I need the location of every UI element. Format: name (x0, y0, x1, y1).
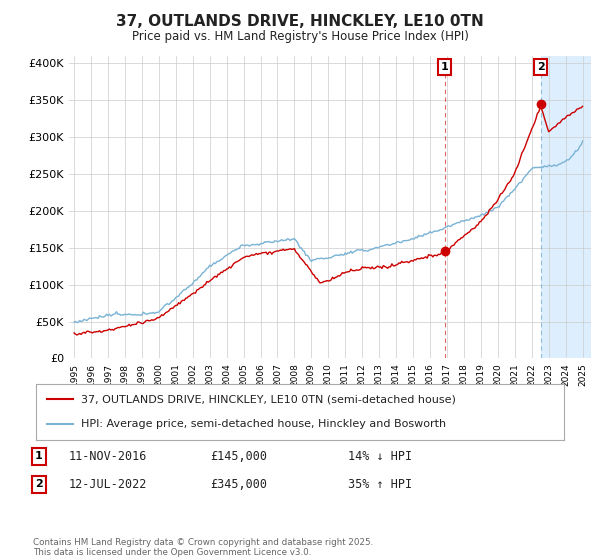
Text: 11-NOV-2016: 11-NOV-2016 (69, 450, 148, 463)
Text: 1: 1 (35, 451, 43, 461)
Text: Price paid vs. HM Land Registry's House Price Index (HPI): Price paid vs. HM Land Registry's House … (131, 30, 469, 43)
Text: Contains HM Land Registry data © Crown copyright and database right 2025.
This d: Contains HM Land Registry data © Crown c… (33, 538, 373, 557)
Bar (541, 56, 591, 358)
Text: 2: 2 (537, 62, 545, 72)
Text: 1: 1 (441, 62, 449, 72)
Text: 37, OUTLANDS DRIVE, HINCKLEY, LE10 0TN: 37, OUTLANDS DRIVE, HINCKLEY, LE10 0TN (116, 14, 484, 29)
Text: 14% ↓ HPI: 14% ↓ HPI (348, 450, 412, 463)
Text: 12-JUL-2022: 12-JUL-2022 (69, 478, 148, 491)
Text: £145,000: £145,000 (210, 450, 267, 463)
Text: 35% ↑ HPI: 35% ↑ HPI (348, 478, 412, 491)
Text: HPI: Average price, semi-detached house, Hinckley and Bosworth: HPI: Average price, semi-detached house,… (81, 419, 446, 429)
Text: £345,000: £345,000 (210, 478, 267, 491)
Text: 2: 2 (35, 479, 43, 489)
Text: 37, OUTLANDS DRIVE, HINCKLEY, LE10 0TN (semi-detached house): 37, OUTLANDS DRIVE, HINCKLEY, LE10 0TN (… (81, 394, 456, 404)
